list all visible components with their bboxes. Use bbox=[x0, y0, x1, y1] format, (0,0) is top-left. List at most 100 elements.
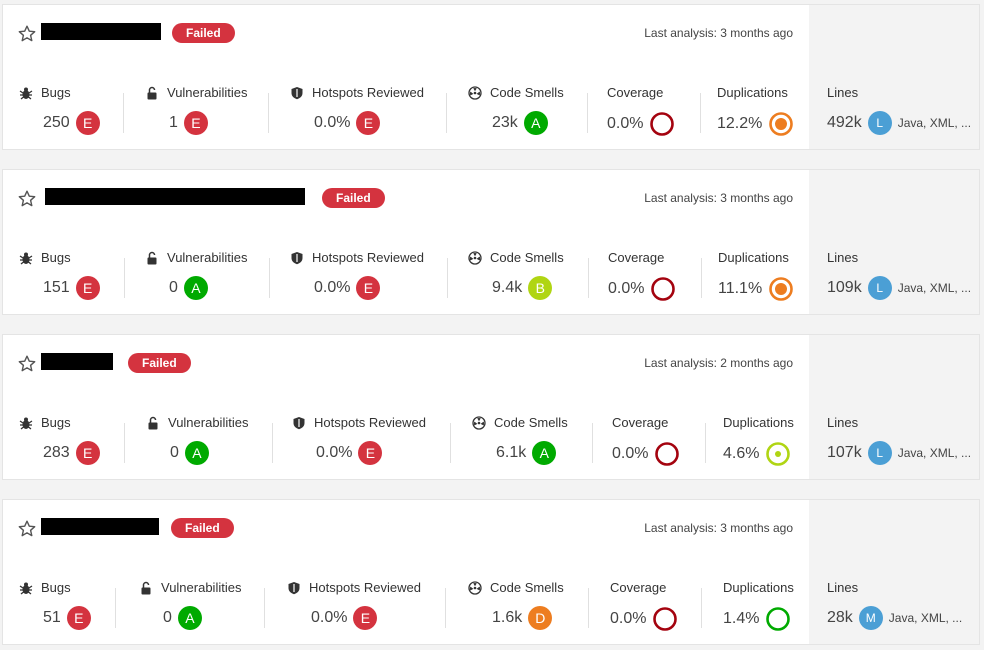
star-icon[interactable] bbox=[17, 354, 37, 374]
coverage-value[interactable]: 0.0% bbox=[607, 115, 644, 132]
hotspots-value[interactable]: 0.0% bbox=[311, 609, 348, 626]
project-name-redacted[interactable] bbox=[41, 23, 161, 40]
divider bbox=[115, 588, 116, 628]
hotspots-value[interactable]: 0.0% bbox=[316, 444, 353, 461]
card-side-panel bbox=[809, 170, 979, 314]
bugs-rating[interactable]: E bbox=[66, 606, 91, 630]
code-smells-value[interactable]: 23k bbox=[492, 114, 518, 131]
project-card: Failed Last analysis: 3 months ago Bugs … bbox=[2, 169, 980, 315]
hotspots-label: Hotspots Reviewed bbox=[314, 415, 426, 430]
bugs-value[interactable]: 250 bbox=[43, 114, 70, 131]
code-smells-value[interactable]: 6.1k bbox=[496, 444, 527, 461]
vulnerabilities-rating[interactable]: A bbox=[177, 606, 202, 630]
vulnerabilities-rating[interactable]: A bbox=[183, 276, 208, 300]
coverage-ring-icon[interactable] bbox=[652, 606, 678, 632]
code-smells-rating[interactable]: D bbox=[528, 606, 553, 630]
code-smells-rating[interactable]: B bbox=[528, 276, 553, 300]
star-icon[interactable] bbox=[17, 519, 37, 539]
lines-value[interactable]: 107k bbox=[827, 444, 862, 461]
lines-value[interactable]: 109k bbox=[827, 279, 862, 296]
bugs-value[interactable]: 283 bbox=[43, 444, 70, 461]
code-smells-rating[interactable]: A bbox=[532, 441, 557, 465]
duplications-label: Duplications bbox=[723, 415, 794, 430]
duplications-ring-icon[interactable] bbox=[765, 606, 791, 632]
vulnerabilities-rating[interactable]: E bbox=[183, 111, 208, 135]
vulnerabilities-label: Vulnerabilities bbox=[167, 85, 248, 100]
size-rating: M bbox=[858, 606, 883, 630]
project-card: Failed Last analysis: 3 months ago Bugs … bbox=[2, 4, 980, 150]
vulnerabilities-label: Vulnerabilities bbox=[167, 250, 248, 265]
lines-label: Lines bbox=[827, 250, 859, 265]
lines-label: Lines bbox=[827, 415, 859, 430]
quality-gate-status-badge: Failed bbox=[128, 353, 191, 373]
bugs-rating[interactable]: E bbox=[75, 276, 100, 300]
size-rating: L bbox=[867, 441, 892, 465]
project-card: Failed Last analysis: 2 months ago Bugs … bbox=[2, 334, 980, 480]
bugs-label: Bugs bbox=[41, 580, 71, 595]
code-smells-rating[interactable]: A bbox=[523, 111, 548, 135]
vulnerabilities-value[interactable]: 0 bbox=[170, 444, 179, 461]
duplications-ring-icon[interactable] bbox=[765, 441, 791, 467]
vulnerabilities-value[interactable]: 1 bbox=[169, 114, 178, 131]
divider bbox=[588, 588, 589, 628]
project-name-redacted[interactable] bbox=[41, 353, 113, 370]
divider bbox=[124, 258, 125, 298]
divider bbox=[124, 423, 125, 463]
duplications-value[interactable]: 11.1% bbox=[718, 280, 763, 297]
duplications-value[interactable]: 4.6% bbox=[723, 445, 760, 462]
languages-text: Java, XML, ... bbox=[897, 446, 972, 460]
unlock-icon bbox=[147, 86, 157, 99]
bugs-value[interactable]: 151 bbox=[43, 279, 70, 296]
languages-text: Java, XML, ... bbox=[888, 611, 963, 625]
project-name-redacted[interactable] bbox=[41, 518, 159, 535]
bugs-rating[interactable]: E bbox=[75, 441, 100, 465]
lines-value[interactable]: 492k bbox=[827, 114, 862, 131]
card-side-panel bbox=[809, 335, 979, 479]
bugs-rating[interactable]: E bbox=[75, 111, 100, 135]
hotspots-rating[interactable]: E bbox=[356, 276, 381, 300]
vulnerabilities-rating[interactable]: A bbox=[184, 441, 209, 465]
star-icon[interactable] bbox=[17, 24, 37, 44]
radiation-icon bbox=[468, 580, 482, 595]
duplications-value[interactable]: 1.4% bbox=[723, 610, 760, 627]
lines-value[interactable]: 28k bbox=[827, 609, 853, 626]
divider bbox=[445, 588, 446, 628]
duplications-ring-icon[interactable] bbox=[768, 276, 794, 302]
radiation-icon bbox=[472, 415, 486, 430]
radiation-icon bbox=[468, 250, 482, 265]
code-smells-value[interactable]: 1.6k bbox=[492, 609, 523, 626]
coverage-ring-icon[interactable] bbox=[650, 276, 676, 302]
coverage-ring-icon[interactable] bbox=[654, 441, 680, 467]
hotspots-value[interactable]: 0.0% bbox=[314, 279, 351, 296]
project-name-redacted[interactable] bbox=[45, 188, 305, 205]
divider bbox=[269, 258, 270, 298]
vulnerabilities-label: Vulnerabilities bbox=[168, 415, 249, 430]
hotspots-rating[interactable]: E bbox=[358, 441, 383, 465]
duplications-value[interactable]: 12.2% bbox=[717, 115, 763, 132]
coverage-value[interactable]: 0.0% bbox=[612, 445, 649, 462]
coverage-ring-icon[interactable] bbox=[649, 111, 675, 137]
vulnerabilities-value[interactable]: 0 bbox=[163, 609, 172, 626]
coverage-label: Coverage bbox=[612, 415, 669, 430]
bugs-label: Bugs bbox=[41, 85, 71, 100]
hotspots-rating[interactable]: E bbox=[356, 111, 381, 135]
star-icon[interactable] bbox=[17, 189, 37, 209]
bugs-value[interactable]: 51 bbox=[43, 609, 61, 626]
bug-icon bbox=[19, 252, 33, 265]
hotspots-rating[interactable]: E bbox=[353, 606, 378, 630]
vulnerabilities-value[interactable]: 0 bbox=[169, 279, 178, 296]
vulnerabilities-label: Vulnerabilities bbox=[161, 580, 242, 595]
last-analysis-text: Last analysis: 2 months ago bbox=[644, 356, 793, 370]
duplications-ring-icon[interactable] bbox=[768, 111, 794, 137]
code-smells-label: Code Smells bbox=[490, 250, 564, 265]
coverage-value[interactable]: 0.0% bbox=[610, 610, 647, 627]
languages-text: Java, XML, ... bbox=[897, 281, 972, 295]
bug-icon bbox=[19, 87, 33, 100]
lines-label: Lines bbox=[827, 580, 859, 595]
hotspots-value[interactable]: 0.0% bbox=[314, 114, 351, 131]
shield-icon bbox=[293, 416, 305, 429]
code-smells-value[interactable]: 9.4k bbox=[492, 279, 523, 296]
quality-gate-status-badge: Failed bbox=[322, 188, 385, 208]
coverage-value[interactable]: 0.0% bbox=[608, 280, 645, 297]
radiation-icon bbox=[468, 85, 482, 100]
